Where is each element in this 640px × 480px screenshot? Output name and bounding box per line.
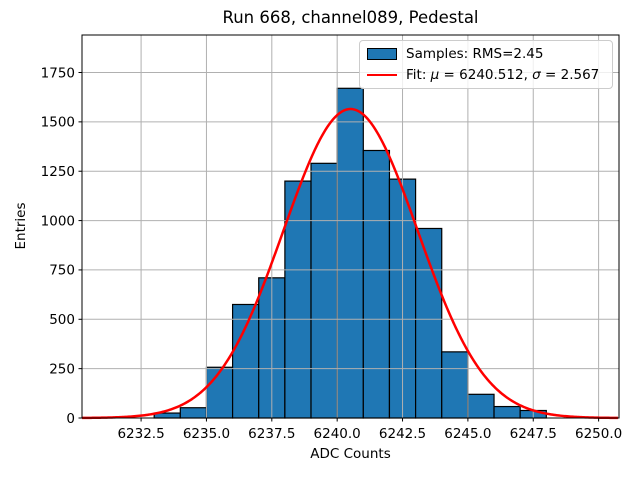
x-axis-label: ADC Counts — [310, 446, 391, 462]
axes-frame — [81, 34, 620, 419]
x-tick-label: 6237.5 — [248, 426, 295, 442]
histogram-bar — [336, 87, 364, 419]
histogram-bar — [467, 393, 495, 419]
histogram-bar — [179, 407, 208, 419]
legend-entry: Fit: μ = 6240.512, σ = 2.567 — [367, 65, 605, 85]
chart-title: Run 668, channel089, Pedestal — [222, 8, 479, 27]
x-tick-label: 6235.0 — [183, 426, 230, 442]
x-tick-label: 6232.5 — [117, 426, 164, 442]
histogram-bar — [205, 366, 234, 419]
y-tick-label: 1250 — [41, 164, 75, 180]
y-tick-label: 250 — [49, 361, 75, 377]
legend-swatch-fit-line — [367, 73, 397, 77]
y-tick-label: 500 — [49, 312, 75, 328]
x-tick-label: 6245.0 — [444, 426, 491, 442]
legend-label: Samples: RMS=2.45 — [406, 46, 544, 62]
x-tick-label: 6247.5 — [510, 426, 557, 442]
fit-curve — [81, 107, 618, 420]
y-tick-label: 1500 — [41, 115, 75, 131]
x-tick-label: 6240.0 — [314, 426, 361, 442]
y-tick-label: 750 — [49, 263, 75, 279]
histogram-bar — [362, 149, 391, 419]
legend-entry: Samples: RMS=2.45 — [367, 44, 605, 64]
x-tick-label: 6242.5 — [379, 426, 426, 442]
histogram-bar — [310, 162, 338, 419]
y-axis-label: Entries — [13, 202, 29, 250]
histogram-bar — [231, 303, 260, 419]
histogram-bar — [441, 351, 469, 419]
legend-label: Fit: μ = 6240.512, σ = 2.567 — [406, 67, 600, 83]
y-tick-label: 0 — [66, 411, 75, 427]
legend-swatch-histogram — [367, 48, 397, 60]
histogram-bar — [493, 405, 521, 419]
y-tick-label: 1750 — [41, 65, 75, 81]
histogram-bar — [415, 227, 443, 419]
legend: Samples: RMS=2.45 Fit: μ = 6240.512, σ = … — [359, 40, 613, 89]
x-tick-label: 6250.0 — [575, 426, 622, 442]
y-tick-label: 1000 — [41, 213, 75, 229]
